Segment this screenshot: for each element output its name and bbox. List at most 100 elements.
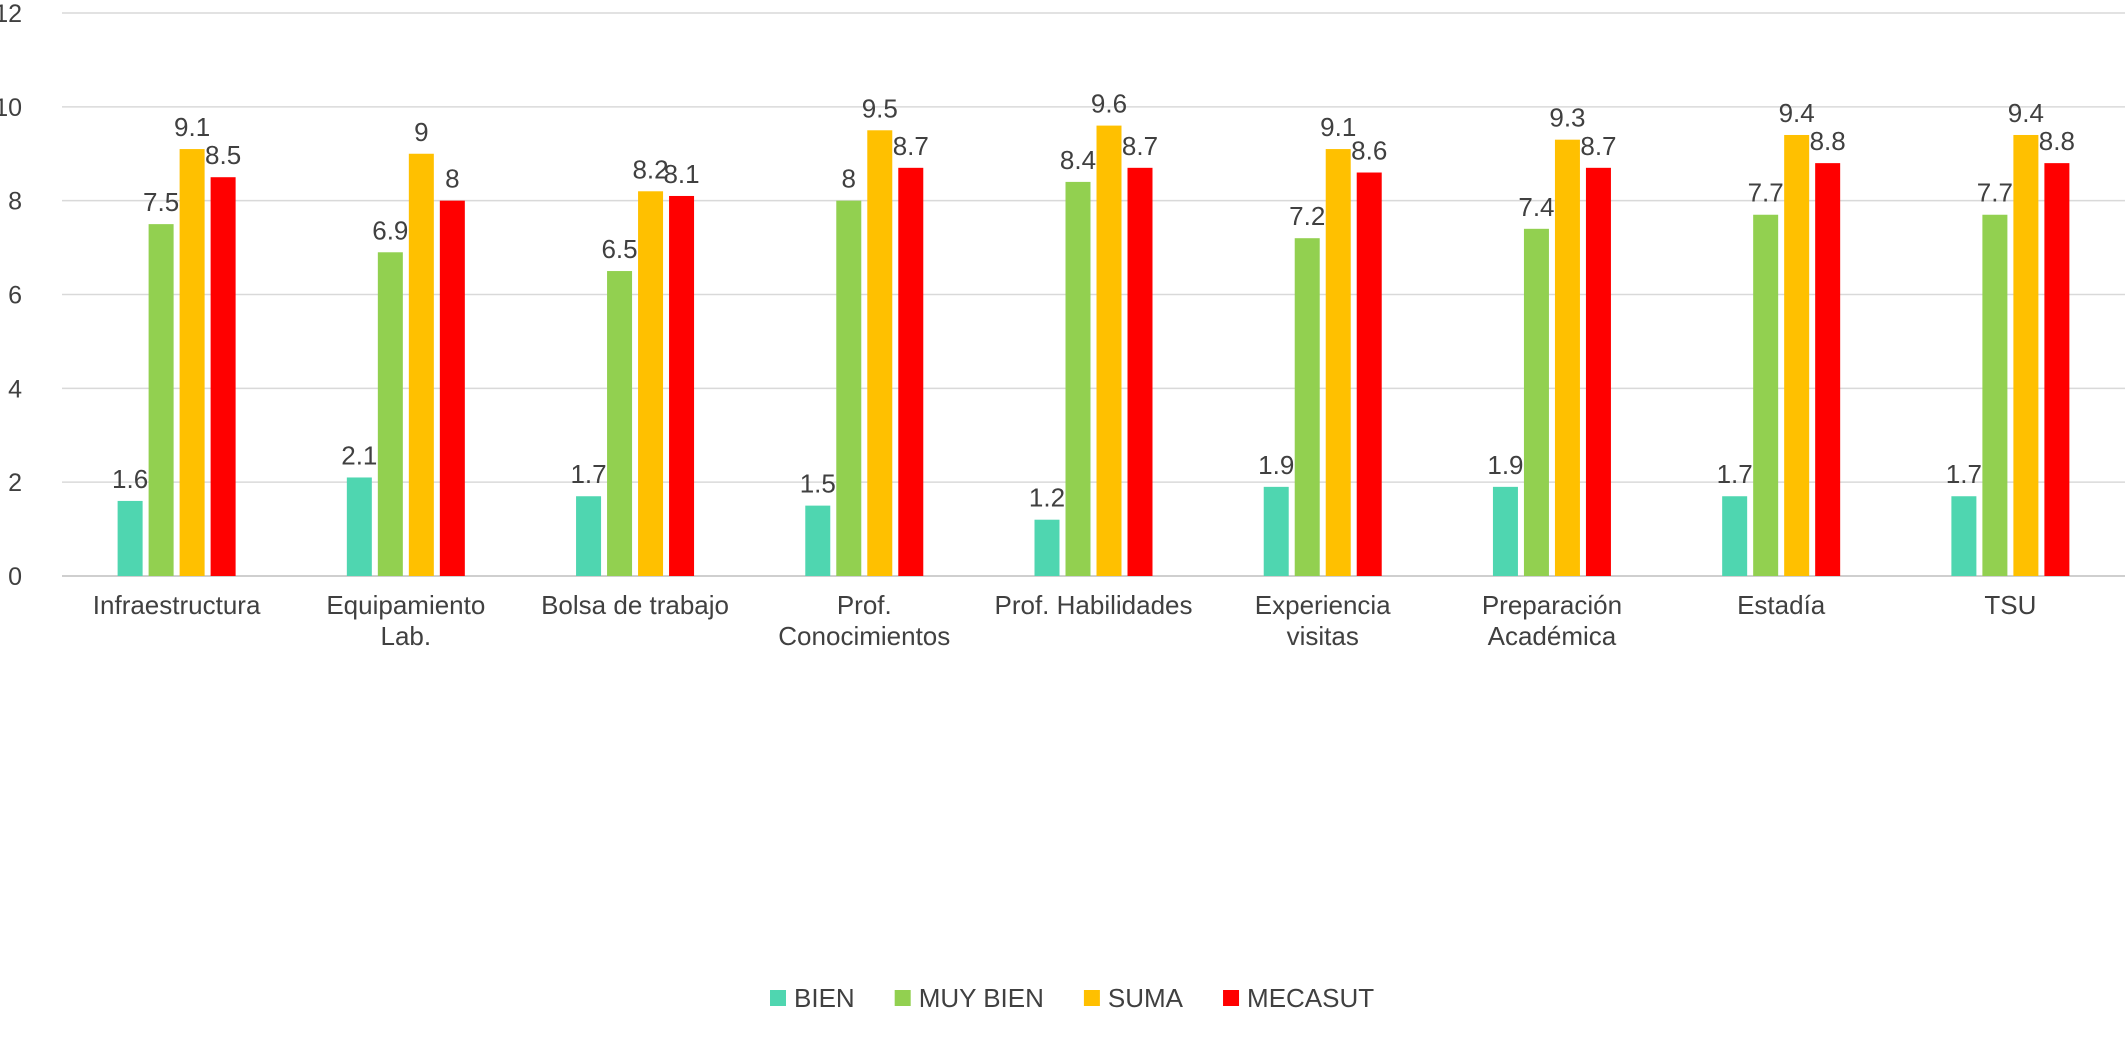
data-label: 8.8 bbox=[2039, 126, 2075, 156]
data-label: 1.6 bbox=[112, 464, 148, 494]
data-label: 8.4 bbox=[1060, 145, 1096, 175]
data-label: 9.3 bbox=[1549, 103, 1585, 133]
x-category-label: Prof. Conocimientos bbox=[778, 590, 950, 651]
gridlines bbox=[62, 12, 2125, 577]
data-label: 9.6 bbox=[1091, 89, 1127, 119]
legend-label: SUMA bbox=[1108, 983, 1184, 1013]
data-label: 7.7 bbox=[1748, 178, 1784, 208]
data-label: 1.7 bbox=[1946, 459, 1982, 489]
legend-swatch bbox=[894, 990, 911, 1006]
bar-mecasut bbox=[898, 167, 924, 576]
x-axis-categories: Infraestructura Equipamiento Lab. Bolsa de … bbox=[93, 590, 2037, 651]
bar-muy-bien bbox=[1065, 181, 1091, 576]
data-label: 8.7 bbox=[1580, 131, 1616, 161]
bar-mecasut bbox=[1815, 163, 1841, 576]
data-label: 8.2 bbox=[632, 154, 668, 184]
bar-suma bbox=[1784, 134, 1810, 576]
bar-bien bbox=[1951, 496, 1977, 576]
x-category-label: TSU bbox=[1984, 590, 2036, 620]
bar-bien bbox=[1492, 486, 1518, 576]
bar-mecasut bbox=[1585, 167, 1611, 576]
legend-label: MUY BIEN bbox=[919, 983, 1044, 1013]
data-label: 1.9 bbox=[1487, 450, 1523, 480]
bar-muy-bien bbox=[836, 200, 862, 576]
y-tick-label: 0 bbox=[8, 563, 22, 591]
data-label: 7.7 bbox=[1977, 178, 2013, 208]
x-category-label: Prof. Habilidades bbox=[995, 590, 1193, 620]
bar-suma bbox=[1325, 149, 1351, 576]
y-tick-label: 10 bbox=[0, 94, 22, 122]
data-label: 9.5 bbox=[862, 93, 898, 123]
data-label: 7.4 bbox=[1518, 192, 1554, 222]
data-label: 9.1 bbox=[1320, 112, 1356, 142]
bar-muy-bien bbox=[148, 224, 174, 576]
x-category-label: Experiencia visitas bbox=[1255, 590, 1391, 651]
data-label: 8.5 bbox=[205, 140, 241, 170]
bar-muy-bien bbox=[607, 271, 633, 576]
bar-muy-bien bbox=[1294, 238, 1320, 576]
x-category-label: Equipamiento Lab. bbox=[326, 590, 485, 651]
data-label: 9.4 bbox=[1779, 98, 1815, 128]
legend-swatch bbox=[1083, 990, 1100, 1006]
legend-label: MECASUT bbox=[1247, 983, 1374, 1013]
bar-bien bbox=[1034, 519, 1060, 576]
bar-muy-bien bbox=[1982, 214, 2008, 576]
data-labels: 1.67.59.18.52.16.9981.76.58.28.11.589.58… bbox=[112, 89, 2075, 513]
bar-suma bbox=[638, 191, 664, 577]
data-label: 8.7 bbox=[893, 131, 929, 161]
y-tick-label: 2 bbox=[8, 469, 22, 497]
bar-suma bbox=[179, 149, 205, 576]
legend-swatch bbox=[1223, 990, 1240, 1006]
data-label: 7.2 bbox=[1289, 201, 1325, 231]
data-label: 8 bbox=[842, 164, 856, 194]
x-category-label: Preparación Académica bbox=[1482, 590, 1622, 651]
bar-bien bbox=[805, 505, 831, 576]
bar-suma bbox=[867, 130, 893, 576]
data-label: 8 bbox=[445, 164, 459, 194]
bar-bien bbox=[1263, 486, 1289, 576]
data-label: 6.9 bbox=[372, 215, 408, 245]
data-label: 2.1 bbox=[341, 440, 377, 470]
bar-mecasut bbox=[210, 177, 236, 577]
y-tick-label: 4 bbox=[8, 375, 22, 403]
y-tick-label: 12 bbox=[0, 0, 22, 28]
data-label: 1.9 bbox=[1258, 450, 1294, 480]
bar-bien bbox=[1722, 496, 1748, 576]
data-label: 9.1 bbox=[174, 112, 210, 142]
data-label: 8.1 bbox=[663, 159, 699, 189]
data-label: 9 bbox=[414, 117, 428, 147]
bar-muy-bien bbox=[1523, 228, 1549, 577]
data-label: 8.8 bbox=[1810, 126, 1846, 156]
bar-bien bbox=[576, 496, 602, 576]
x-category-label: Bolsa de trabajo bbox=[541, 590, 729, 620]
data-label: 1.2 bbox=[1029, 483, 1065, 513]
bar-suma bbox=[2013, 134, 2039, 576]
legend-swatch bbox=[770, 990, 786, 1006]
y-tick-label: 8 bbox=[8, 188, 22, 216]
bar-mecasut bbox=[1127, 167, 1153, 576]
bar-muy-bien bbox=[377, 252, 403, 576]
data-label: 7.5 bbox=[143, 187, 179, 217]
data-label: 1.5 bbox=[800, 469, 836, 499]
data-label: 6.5 bbox=[601, 234, 637, 264]
data-label: 8.6 bbox=[1351, 136, 1387, 166]
y-axis-ticks: 0 2 4 6 8 10 12 bbox=[0, 0, 22, 591]
bars bbox=[117, 125, 2070, 577]
bar-bien bbox=[346, 477, 372, 576]
data-label: 1.7 bbox=[570, 459, 606, 489]
data-label: 1.7 bbox=[1717, 459, 1753, 489]
bar-mecasut bbox=[1356, 172, 1382, 576]
y-tick-label: 6 bbox=[8, 282, 22, 310]
legend-label: BIEN bbox=[794, 983, 855, 1013]
bar-suma bbox=[1554, 139, 1580, 577]
data-label: 9.4 bbox=[2008, 98, 2044, 128]
bar-mecasut bbox=[669, 195, 695, 576]
legend: BIEN MUY BIEN SUMA MECASUT bbox=[770, 983, 1374, 1013]
bar-mecasut bbox=[2044, 163, 2070, 576]
x-category-label: Infraestructura bbox=[93, 590, 261, 620]
x-category-label: Estadía bbox=[1737, 590, 1826, 620]
bar-mecasut bbox=[439, 200, 465, 576]
bar-bien bbox=[117, 500, 143, 576]
